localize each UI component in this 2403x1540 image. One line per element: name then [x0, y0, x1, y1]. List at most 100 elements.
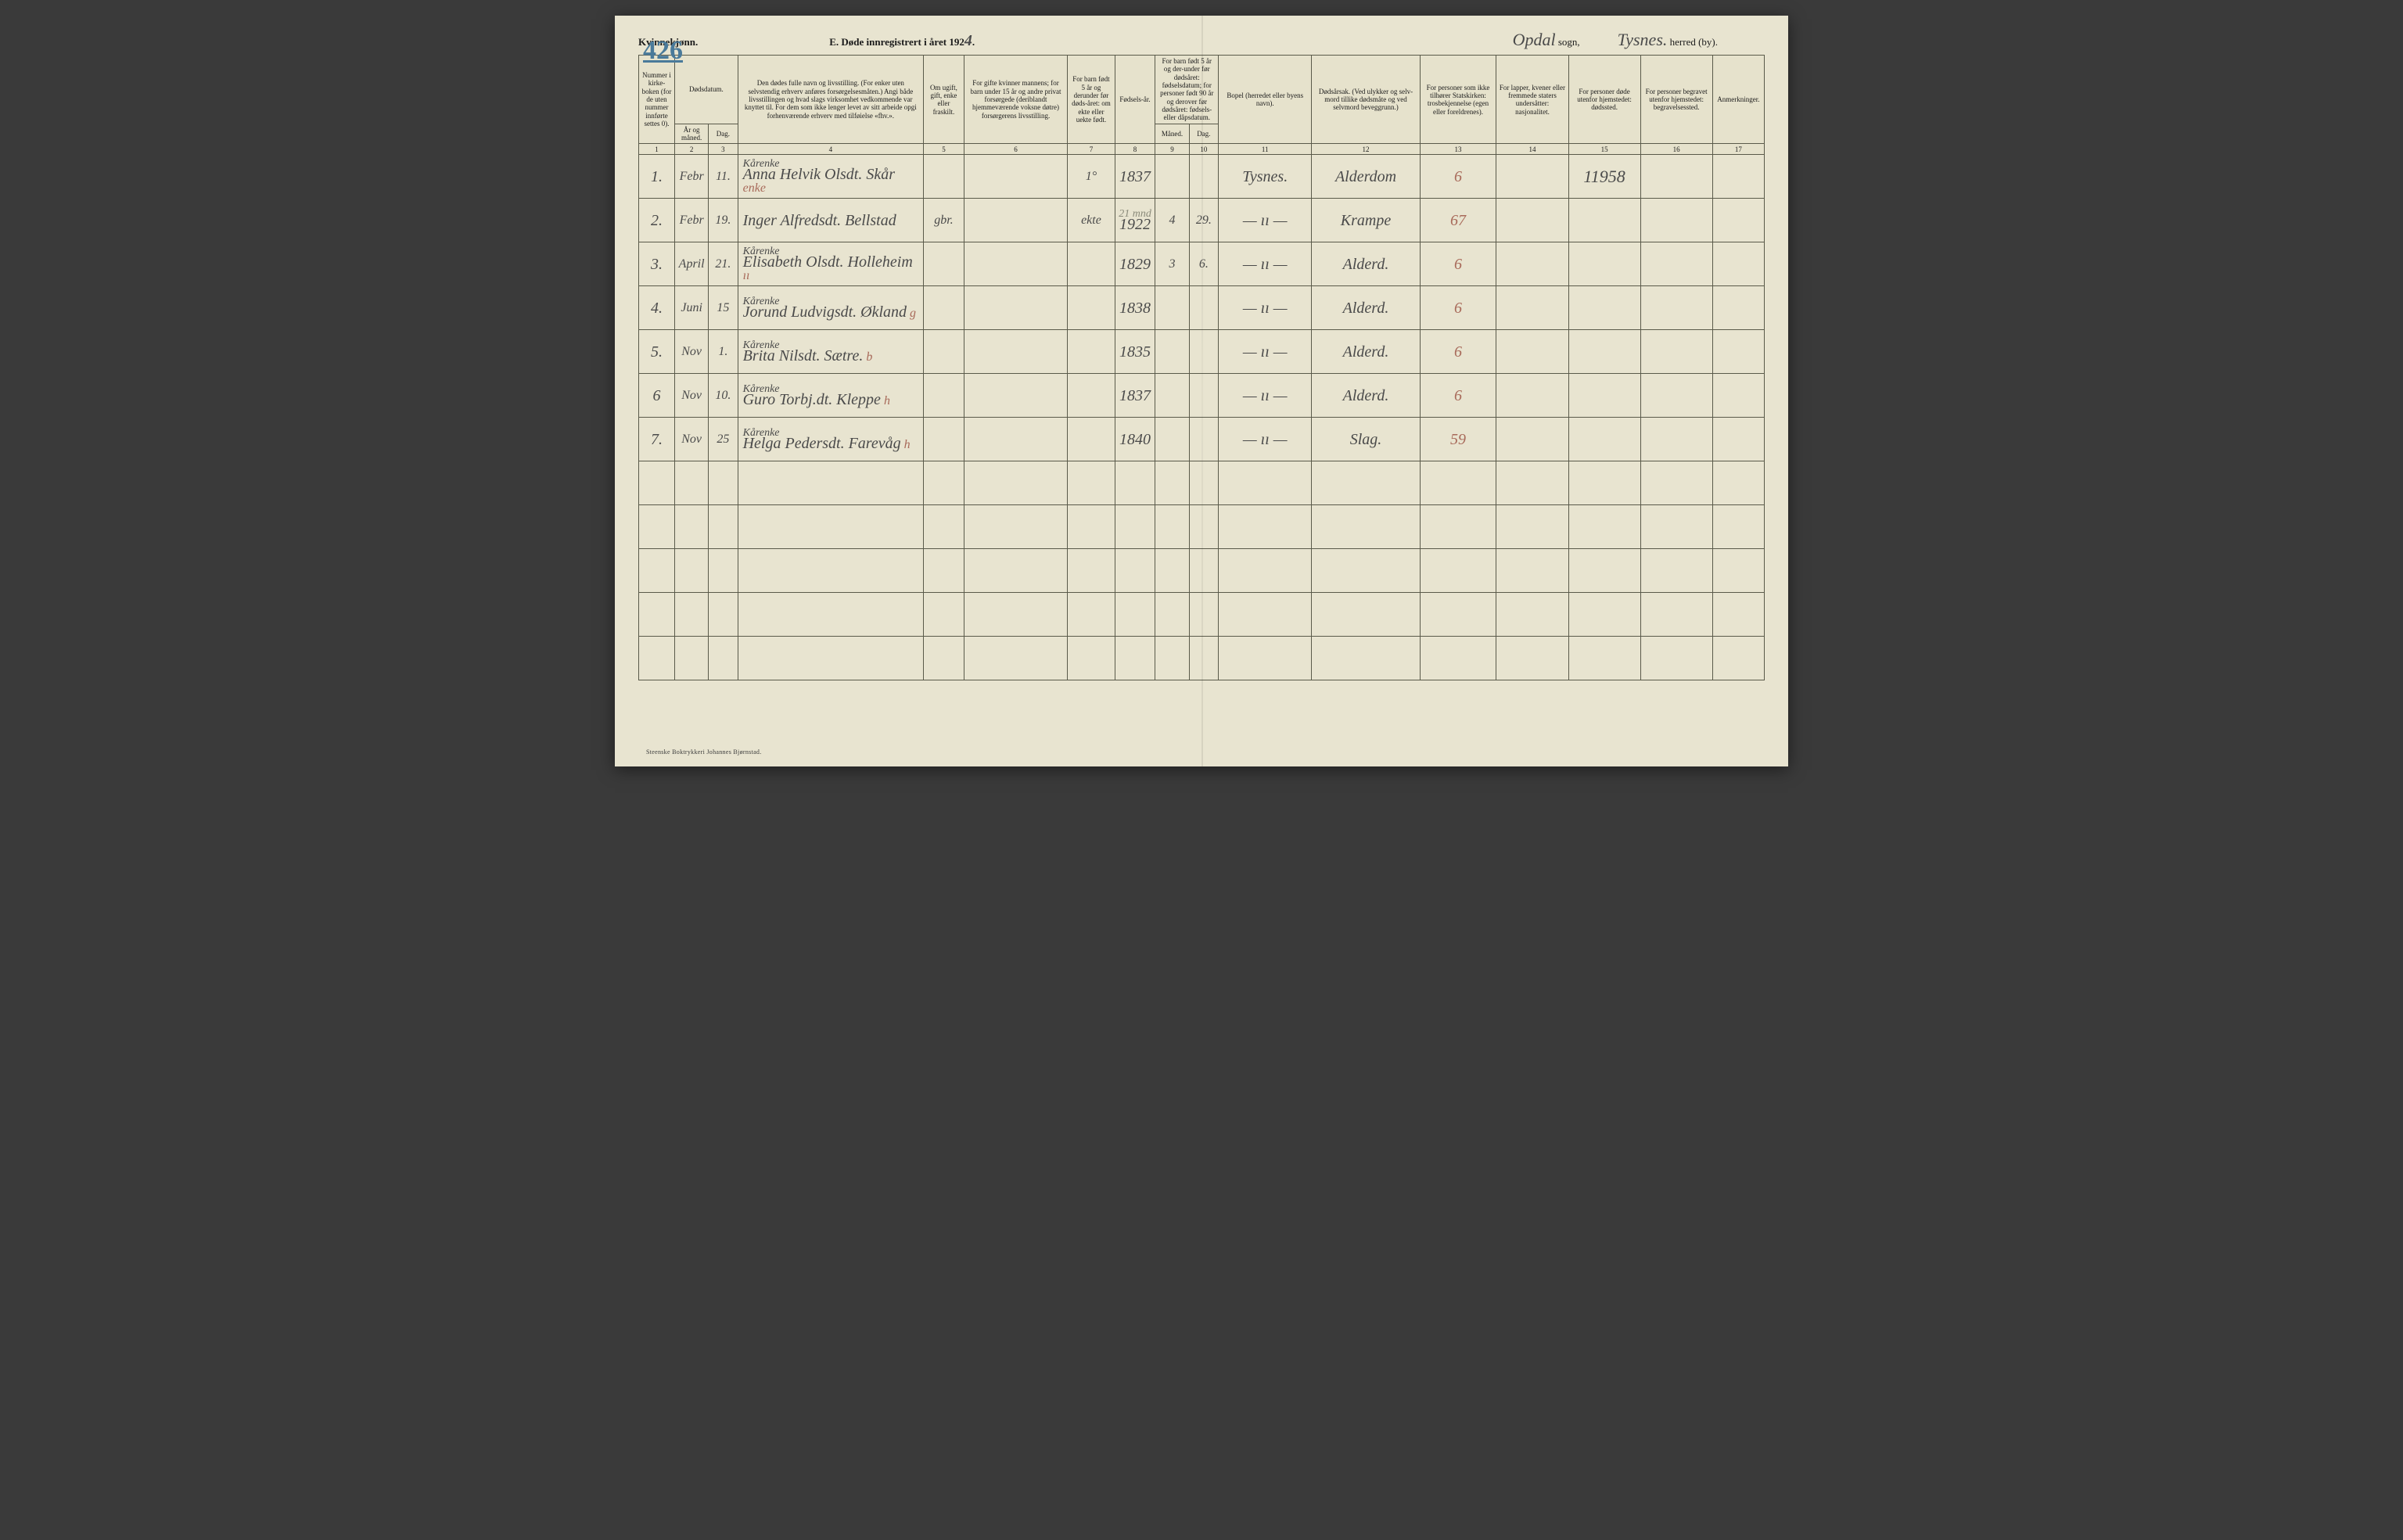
col-9-header: Måned. — [1155, 124, 1189, 144]
cell-birth-day — [1189, 330, 1218, 374]
table-row-empty — [639, 461, 1765, 505]
cell-day: 19. — [709, 199, 738, 242]
cell-empty — [639, 593, 675, 637]
cell-empty — [924, 505, 964, 549]
cell-cause: Krampe — [1312, 199, 1420, 242]
cell-empty — [1640, 505, 1712, 549]
cell-residence: — ıı — — [1219, 242, 1312, 286]
cell-empty — [1712, 637, 1764, 680]
column-number: 7 — [1068, 144, 1115, 155]
table-row: 7.Nov25KårenkeHelga Pedersdt. Farevåg h1… — [639, 418, 1765, 461]
cell-birth-month — [1155, 330, 1189, 374]
cell-day: 10. — [709, 374, 738, 418]
cell-burialplace — [1640, 330, 1712, 374]
death-register-table: Nummer i kirke-boken (for de uten nummer… — [638, 55, 1765, 680]
cell-burialplace — [1640, 155, 1712, 199]
cell-cause: Alderd. — [1312, 330, 1420, 374]
cell-name: KårenkeBrita Nilsdt. Sætre. b — [738, 330, 923, 374]
cell-faith: 6 — [1420, 155, 1496, 199]
cell-deathplace — [1568, 330, 1640, 374]
cell-cause: Alderdom — [1312, 155, 1420, 199]
page-number-handwritten: 426 — [643, 36, 683, 66]
cell-number: 6 — [639, 374, 675, 418]
cell-empty — [738, 549, 923, 593]
col-12-header: Dødsårsak. (Ved ulykker og selv-mord til… — [1312, 56, 1420, 144]
cell-burialplace — [1640, 418, 1712, 461]
cell-empty — [709, 505, 738, 549]
cell-number: 5. — [639, 330, 675, 374]
cell-birthyear: 1838 — [1115, 286, 1155, 330]
cell-empty — [1712, 461, 1764, 505]
name-suffix: g — [907, 307, 916, 320]
col-2-3-group-header: Dødsdatum. — [675, 56, 738, 124]
cell-faith: 6 — [1420, 242, 1496, 286]
cell-empty — [964, 505, 1067, 549]
sogn-label: sogn, — [1558, 36, 1580, 48]
cell-empty — [1189, 549, 1218, 593]
cell-empty — [675, 461, 709, 505]
col-6-header: For gifte kvinner mannens; for barn unde… — [964, 56, 1067, 144]
cell-residence: — ıı — — [1219, 199, 1312, 242]
cell-empty — [1068, 637, 1115, 680]
col-17-header: Anmerkninger. — [1712, 56, 1764, 144]
cell-marital — [924, 330, 964, 374]
cell-empty — [1312, 593, 1420, 637]
cell-empty — [1312, 461, 1420, 505]
column-number: 2 — [675, 144, 709, 155]
column-number: 11 — [1219, 144, 1312, 155]
cell-empty — [639, 637, 675, 680]
cell-deathplace — [1568, 374, 1640, 418]
table-row-empty — [639, 505, 1765, 549]
cell-residence: — ıı — — [1219, 286, 1312, 330]
cell-marital — [924, 374, 964, 418]
cell-birth-month: 4 — [1155, 199, 1189, 242]
cell-birth-day — [1189, 155, 1218, 199]
cell-day: 15 — [709, 286, 738, 330]
cell-month: Juni — [675, 286, 709, 330]
cell-birth-day: 6. — [1189, 242, 1218, 286]
cell-empty — [1420, 637, 1496, 680]
cell-legit — [1068, 374, 1115, 418]
cell-empty — [1640, 461, 1712, 505]
cell-cause: Alderd. — [1312, 374, 1420, 418]
cell-empty — [1219, 461, 1312, 505]
cell-empty — [1496, 549, 1568, 593]
table-row-empty — [639, 549, 1765, 593]
cell-number: 2. — [639, 199, 675, 242]
title: E. Døde innregistrert i året 1924. — [704, 33, 1506, 48]
cell-empty — [1189, 637, 1218, 680]
cell-provider — [964, 242, 1067, 286]
cell-faith: 59 — [1420, 418, 1496, 461]
cell-month: Nov — [675, 374, 709, 418]
cell-empty — [964, 461, 1067, 505]
cell-marital — [924, 242, 964, 286]
cell-deathplace — [1568, 418, 1640, 461]
sogn-block: Opdal sogn, — [1513, 31, 1611, 48]
cell-provider — [964, 330, 1067, 374]
cell-empty — [1312, 549, 1420, 593]
cell-birth-month — [1155, 374, 1189, 418]
cell-remarks — [1712, 242, 1764, 286]
cell-burialplace — [1640, 242, 1712, 286]
col-11-header: Bopel (herredet eller byens navn). — [1219, 56, 1312, 144]
column-number: 17 — [1712, 144, 1764, 155]
table-body: 1.Febr11.KårenkeAnna Helvik Olsdt. Skår … — [639, 155, 1765, 680]
cell-name: KårenkeJorund Ludvigsdt. Økland g — [738, 286, 923, 330]
cell-legit — [1068, 286, 1115, 330]
cell-empty — [924, 461, 964, 505]
column-number: 13 — [1420, 144, 1496, 155]
cell-empty — [1219, 593, 1312, 637]
cell-legit: ekte — [1068, 199, 1115, 242]
cell-provider — [964, 199, 1067, 242]
cell-empty — [1155, 593, 1189, 637]
cell-empty — [1219, 637, 1312, 680]
cell-month: Nov — [675, 418, 709, 461]
cell-birthyear: 1829 — [1115, 242, 1155, 286]
cell-empty — [924, 593, 964, 637]
cell-provider — [964, 418, 1067, 461]
cell-remarks — [1712, 418, 1764, 461]
col-9-10-group-header: For barn født 5 år og der-under før døds… — [1155, 56, 1219, 124]
name-text: Guro Torbj.dt. Kleppe — [743, 391, 881, 408]
sogn-value: Opdal — [1513, 30, 1556, 49]
cell-birthyear: 1840 — [1115, 418, 1155, 461]
